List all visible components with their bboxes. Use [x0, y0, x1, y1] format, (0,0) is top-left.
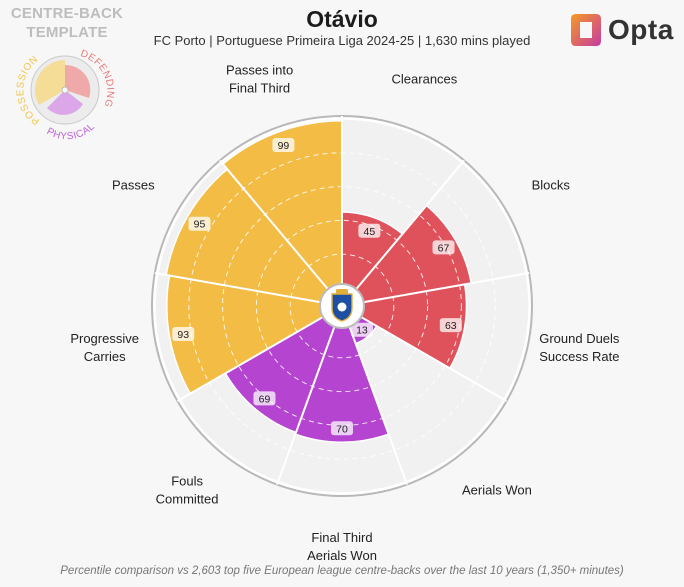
club-crest-crown	[336, 289, 348, 294]
template-title-line2: TEMPLATE	[26, 24, 108, 41]
segment-divider	[352, 159, 465, 293]
segment-divider	[219, 159, 332, 293]
grid-ring	[255, 219, 429, 393]
template-title: CENTRE-BACK TEMPLATE	[4, 4, 130, 42]
axis-label: Passes	[112, 178, 155, 193]
value-label: 63	[445, 320, 457, 332]
value-label: 95	[194, 219, 206, 231]
club-crest-emblem	[337, 302, 347, 312]
value-label: 99	[278, 140, 290, 152]
player-name: Otávio	[306, 6, 378, 32]
opta-logo-mark	[571, 14, 601, 46]
axis-label: Progressive Carries	[70, 331, 139, 364]
segment-divider	[357, 314, 508, 402]
axis-label: Ground Duels Success Rate	[539, 331, 620, 364]
axis-label: Fouls Committed	[156, 474, 219, 507]
value-label-backdrop	[439, 318, 462, 333]
axis-label: Passes into Final Third	[226, 63, 293, 96]
player-subtitle: FC Porto | Portuguese Primeira Liga 2024…	[153, 33, 531, 48]
axis-label: Final Third Aerials Won	[307, 530, 377, 563]
segment-divider	[154, 272, 325, 304]
value-label: 67	[438, 242, 450, 254]
opta-logo: Opta	[568, 10, 678, 50]
value-label: 93	[177, 329, 189, 341]
segment-divider	[276, 322, 337, 485]
value-label-backdrop	[253, 391, 276, 406]
legend-defending-wedge	[65, 64, 91, 98]
value-label: 70	[336, 423, 348, 435]
value-label-backdrop	[331, 421, 353, 436]
footnote: Percentile comparison vs 2,603 top five …	[60, 565, 624, 577]
value-label-backdrop	[172, 326, 195, 341]
segment-divider	[359, 272, 530, 304]
value-label: 45	[364, 226, 376, 238]
value-label: 13	[356, 325, 368, 337]
axis-label: Clearances	[392, 72, 458, 87]
value-label-backdrop	[358, 223, 381, 238]
template-title-line1: CENTRE-BACK	[10, 5, 124, 22]
axis-label: Blocks	[532, 178, 571, 193]
legend-possession-wedge	[34, 59, 65, 105]
legend-physical-wedge	[47, 90, 83, 115]
value-label-backdrop	[188, 216, 211, 231]
value-label-backdrop	[432, 240, 455, 255]
value-label-backdrop	[350, 322, 373, 337]
value-label-backdrop	[272, 138, 295, 153]
segment-divider	[176, 314, 327, 402]
opta-wordmark: Opta	[608, 14, 674, 45]
segment-divider	[347, 322, 408, 485]
value-label: 69	[259, 393, 271, 405]
axis-label: Aerials Won	[462, 483, 532, 498]
template-legend-wheel: POSSESSION DEFENDING PHYSICAL	[15, 48, 115, 142]
